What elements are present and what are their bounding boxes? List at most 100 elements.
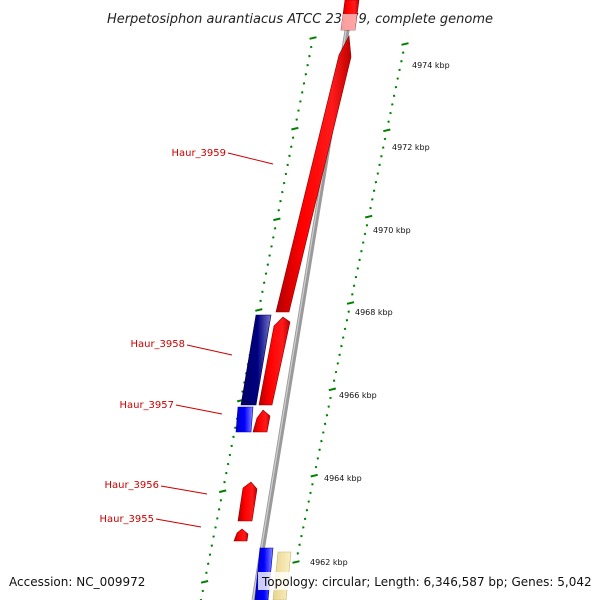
outer-tick-30: [346, 301, 355, 305]
outer-tick-25: [358, 258, 361, 262]
outer-tick-50: [310, 473, 318, 478]
tick-label-4974: 4974 kbp: [412, 61, 450, 70]
gene-label-haur-3955[interactable]: Haur_3955: [99, 514, 154, 525]
inner-tick-46: [228, 453, 232, 457]
leader-haur-3955: [155, 518, 202, 528]
map-title: Herpetosiphon aurantiacus ATCC 23779, co…: [107, 12, 493, 27]
footer-accession: Accession: NC_009972: [9, 575, 145, 589]
tick-label-4972: 4972 kbp: [392, 143, 430, 152]
outer-tick-7: [391, 103, 394, 106]
gene-label-haur-3957[interactable]: Haur_3957: [119, 400, 174, 411]
tick-label-4970: 4970 kbp: [373, 226, 411, 235]
outer-tick-16: [374, 180, 378, 184]
inner-tick-43: [234, 426, 237, 429]
gene-red-middle[interactable]: [258, 316, 291, 406]
outer-tick-22: [363, 232, 367, 236]
gene-haur-3958[interactable]: [240, 314, 272, 406]
outer-tick-20: [364, 214, 373, 219]
outer-tick-47: [318, 448, 321, 451]
inner-tick-44: [232, 435, 235, 439]
inner-tick-8: [297, 109, 300, 112]
outer-tick-53: [307, 500, 310, 503]
inner-tick-58: [206, 562, 210, 565]
gene-haur-3959[interactable]: [275, 34, 352, 313]
inner-tick-23: [270, 245, 273, 248]
outer-tick-13: [380, 155, 383, 158]
outer-tick-8: [389, 111, 392, 115]
outer-tick-26: [356, 267, 360, 270]
outer-tick-35: [340, 344, 343, 348]
inner-tick-12: [290, 145, 293, 148]
inner-tick-56: [210, 544, 214, 547]
leader-haur-3957: [175, 404, 223, 415]
outer-tick-1: [401, 51, 405, 54]
tick-label-4964: 4964 kbp: [324, 474, 362, 483]
inner-tick-61: [201, 589, 205, 593]
outer-tick-23: [361, 241, 365, 244]
outer-tick-40: [328, 387, 337, 392]
outer-tick-5: [394, 85, 398, 89]
inner-tick-15: [284, 172, 288, 176]
gene-label-haur-3958[interactable]: Haur_3958: [130, 339, 185, 350]
footer-accession-bg: [6, 572, 146, 590]
outer-tick-43: [325, 414, 329, 417]
inner-tick-5: [302, 82, 306, 85]
outer-tick-56: [302, 526, 305, 529]
gene-haur-3956[interactable]: [237, 481, 258, 522]
inner-tick-22: [272, 236, 275, 239]
leader-haur-3956: [160, 485, 208, 495]
gene-red-small[interactable]: [252, 409, 271, 433]
gene-partial-top-fade: [341, 14, 357, 30]
inner-tick-49: [223, 480, 226, 484]
outer-tick-17: [372, 189, 376, 192]
inner-tick-4: [304, 73, 308, 76]
outer-tick-52: [309, 491, 312, 495]
outer-tick-44: [323, 422, 327, 426]
outer-tick-2: [400, 60, 403, 63]
tick-label-4968: 4968 kbp: [355, 308, 393, 317]
outer-tick-28: [352, 284, 356, 287]
inner-tick-16: [282, 181, 286, 185]
leader-haur-3959: [227, 152, 274, 165]
tick-label-4962: 4962 kbp: [310, 558, 348, 567]
outer-tick-38: [334, 370, 338, 374]
outer-tick-60: [292, 560, 300, 564]
inner-tick-10: [291, 126, 299, 131]
inner-tick-18: [279, 199, 282, 203]
inner-tick-6: [300, 91, 304, 94]
inner-tick-13: [288, 154, 291, 158]
gene-label-haur-3959[interactable]: Haur_3959: [171, 148, 226, 159]
outer-tick-31: [347, 310, 350, 313]
inner-tick-50: [218, 489, 227, 494]
inner-tick-57: [208, 553, 212, 556]
outer-tick-49: [314, 465, 318, 469]
gene-haur-3955[interactable]: [233, 528, 249, 542]
outer-tick-34: [341, 336, 345, 339]
inner-tick-26: [264, 272, 268, 275]
tick-label-4966: 4966 kbp: [339, 391, 377, 400]
leader-haur-3958: [186, 344, 233, 356]
gene-label-leaders: [155, 152, 274, 528]
inner-tick-55: [212, 535, 215, 538]
gene-haur-3957[interactable]: [235, 406, 254, 433]
inner-tick-52: [217, 508, 221, 511]
inner-tick-9: [295, 118, 298, 121]
outer-tick-46: [320, 439, 323, 443]
outer-tick-37: [336, 362, 340, 365]
inner-tick-2: [308, 54, 311, 58]
outer-tick-11: [383, 137, 387, 141]
inner-tick-7: [299, 100, 302, 103]
outer-tick-29: [351, 293, 354, 296]
gene-label-haur-3956[interactable]: Haur_3956: [104, 480, 159, 491]
outer-tick-32: [345, 319, 349, 322]
inner-tick-47: [226, 462, 230, 466]
inner-tick-19: [277, 209, 280, 212]
outer-tick-10: [383, 128, 391, 133]
inner-tick-53: [216, 517, 219, 520]
outer-tick-55: [303, 517, 307, 521]
inner-tick-54: [214, 526, 217, 529]
outer-tick-0: [401, 42, 409, 46]
inner-tick-29: [259, 299, 262, 303]
inner-tick-60: [200, 580, 209, 584]
